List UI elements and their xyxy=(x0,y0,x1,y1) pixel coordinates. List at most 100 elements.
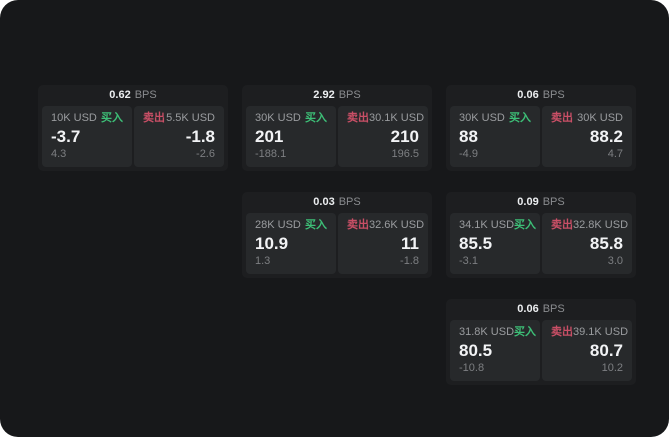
bps-unit-label: BPS xyxy=(338,89,361,101)
buy-top-row: 30K USD 买入 xyxy=(255,112,327,125)
sell-sub-value: -2.6 xyxy=(196,148,215,160)
buy-panel[interactable]: 10K USD 买入 -3.7 4.3 xyxy=(42,106,132,167)
sell-price: 85.8 xyxy=(589,234,623,253)
quote-panels: 28K USD 买入 10.9 1.3 卖出 32.6K USD 11 -1.8 xyxy=(246,213,428,274)
bps-value: 2.92 xyxy=(313,89,335,101)
buy-amount: 34.1K USD xyxy=(459,219,515,231)
buy-panel[interactable]: 34.1K USD 买入 85.5 -3.1 xyxy=(450,213,540,274)
card-header: 0.62 BPS xyxy=(38,85,228,106)
sell-side-label: 卖出 xyxy=(143,112,165,124)
buy-sub-value: -188.1 xyxy=(255,148,287,160)
quote-card: 0.09 BPS 34.1K USD 买入 85.5 -3.1 卖出 32.8K… xyxy=(446,192,636,278)
buy-price: 10.9 xyxy=(255,234,289,253)
quote-panels: 30K USD 买入 88 -4.9 卖出 30K USD 88.2 4.7 xyxy=(450,106,632,167)
sell-side-label: 卖出 xyxy=(551,112,573,124)
buy-price: 201 xyxy=(255,127,284,146)
sell-top-row: 卖出 39.1K USD xyxy=(551,326,628,339)
buy-amount: 28K USD xyxy=(255,219,301,231)
buy-price: 85.5 xyxy=(459,234,493,253)
card-header: 2.92 BPS xyxy=(242,85,432,106)
sell-panel[interactable]: 卖出 32.8K USD 85.8 3.0 xyxy=(542,213,632,274)
buy-side-label: 买入 xyxy=(514,326,537,338)
buy-price: 80.5 xyxy=(459,341,493,360)
bps-unit-label: BPS xyxy=(542,303,565,315)
buy-amount: 30K USD xyxy=(255,112,301,124)
sell-amount: 5.5K USD xyxy=(166,112,215,124)
sell-amount: 32.8K USD xyxy=(573,219,629,231)
sell-price: 80.7 xyxy=(589,341,623,360)
buy-panel[interactable]: 31.8K USD 买入 80.5 -10.8 xyxy=(450,320,540,381)
bps-unit-label: BPS xyxy=(542,89,565,101)
sell-panel[interactable]: 卖出 32.6K USD 11 -1.8 xyxy=(338,213,428,274)
sell-amount: 39.1K USD xyxy=(573,326,629,338)
buy-amount: 10K USD xyxy=(51,112,97,124)
bps-value: 0.03 xyxy=(313,196,335,208)
sell-top-row: 卖出 32.8K USD xyxy=(551,219,628,232)
buy-sub-value: 4.3 xyxy=(51,148,67,160)
buy-top-row: 31.8K USD 买入 xyxy=(459,326,536,339)
sell-panel[interactable]: 卖出 5.5K USD -1.8 -2.6 xyxy=(134,106,224,167)
sell-side-label: 卖出 xyxy=(551,219,573,231)
sell-panel[interactable]: 卖出 30.1K USD 210 196.5 xyxy=(338,106,428,167)
quote-panels: 31.8K USD 买入 80.5 -10.8 卖出 39.1K USD 80.… xyxy=(450,320,632,381)
buy-panel[interactable]: 30K USD 买入 88 -4.9 xyxy=(450,106,540,167)
bps-value: 0.06 xyxy=(517,303,539,315)
sell-sub-value: 3.0 xyxy=(607,255,623,267)
bps-value: 0.62 xyxy=(109,89,131,101)
buy-amount: 31.8K USD xyxy=(459,326,515,338)
sell-side-label: 卖出 xyxy=(551,326,573,338)
bps-unit-label: BPS xyxy=(338,196,361,208)
buy-price: -3.7 xyxy=(51,127,81,146)
sell-panel[interactable]: 卖出 30K USD 88.2 4.7 xyxy=(542,106,632,167)
card-header: 0.09 BPS xyxy=(446,192,636,213)
buy-side-label: 买入 xyxy=(514,219,537,231)
bps-unit-label: BPS xyxy=(542,196,565,208)
sell-sub-value: 196.5 xyxy=(391,148,419,160)
bps-unit-label: BPS xyxy=(134,89,157,101)
sell-sub-value: 4.7 xyxy=(607,148,623,160)
sell-amount: 32.6K USD xyxy=(369,219,425,231)
quote-card: 0.62 BPS 10K USD 买入 -3.7 4.3 卖出 5.5K USD xyxy=(38,85,228,171)
sell-amount: 30K USD xyxy=(577,112,623,124)
quote-card: 0.03 BPS 28K USD 买入 10.9 1.3 卖出 32.6K US… xyxy=(242,192,432,278)
sell-sub-value: -1.8 xyxy=(400,255,419,267)
sell-side-label: 卖出 xyxy=(347,219,369,231)
buy-panel[interactable]: 28K USD 买入 10.9 1.3 xyxy=(246,213,336,274)
sell-panel[interactable]: 卖出 39.1K USD 80.7 10.2 xyxy=(542,320,632,381)
quote-card: 2.92 BPS 30K USD 买入 201 -188.1 卖出 30.1K … xyxy=(242,85,432,171)
sell-sub-value: 10.2 xyxy=(601,362,623,374)
buy-top-row: 28K USD 买入 xyxy=(255,219,327,232)
buy-sub-value: -10.8 xyxy=(459,362,485,374)
buy-top-row: 34.1K USD 买入 xyxy=(459,219,536,232)
sell-top-row: 卖出 30K USD xyxy=(551,112,623,125)
quote-card-grid: 0.62 BPS 10K USD 买入 -3.7 4.3 卖出 5.5K USD xyxy=(38,85,636,385)
sell-price: 88.2 xyxy=(589,127,623,146)
quote-panels: 34.1K USD 买入 85.5 -3.1 卖出 32.8K USD 85.8… xyxy=(450,213,632,274)
sell-top-row: 卖出 32.6K USD xyxy=(347,219,424,232)
buy-sub-value: -3.1 xyxy=(459,255,478,267)
quote-panels: 30K USD 买入 201 -188.1 卖出 30.1K USD 210 1… xyxy=(246,106,428,167)
buy-panel[interactable]: 30K USD 买入 201 -188.1 xyxy=(246,106,336,167)
bps-value: 0.06 xyxy=(517,89,539,101)
sell-top-row: 卖出 30.1K USD xyxy=(347,112,424,125)
sell-side-label: 卖出 xyxy=(347,112,369,124)
buy-price: 88 xyxy=(459,127,478,146)
sell-amount: 30.1K USD xyxy=(369,112,425,124)
sell-price: 210 xyxy=(390,127,419,146)
card-header: 0.06 BPS xyxy=(446,299,636,320)
sell-top-row: 卖出 5.5K USD xyxy=(143,112,215,125)
buy-top-row: 10K USD 买入 xyxy=(51,112,123,125)
buy-sub-value: -4.9 xyxy=(459,148,478,160)
card-header: 0.03 BPS xyxy=(242,192,432,213)
buy-amount: 30K USD xyxy=(459,112,505,124)
sell-price: -1.8 xyxy=(185,127,215,146)
buy-side-label: 买入 xyxy=(305,112,327,124)
buy-side-label: 买入 xyxy=(101,112,123,124)
buy-side-label: 买入 xyxy=(305,219,327,231)
quote-panels: 10K USD 买入 -3.7 4.3 卖出 5.5K USD -1.8 -2.… xyxy=(42,106,224,167)
buy-sub-value: 1.3 xyxy=(255,255,271,267)
buy-top-row: 30K USD 买入 xyxy=(459,112,531,125)
card-header: 0.06 BPS xyxy=(446,85,636,106)
bps-value: 0.09 xyxy=(517,196,539,208)
